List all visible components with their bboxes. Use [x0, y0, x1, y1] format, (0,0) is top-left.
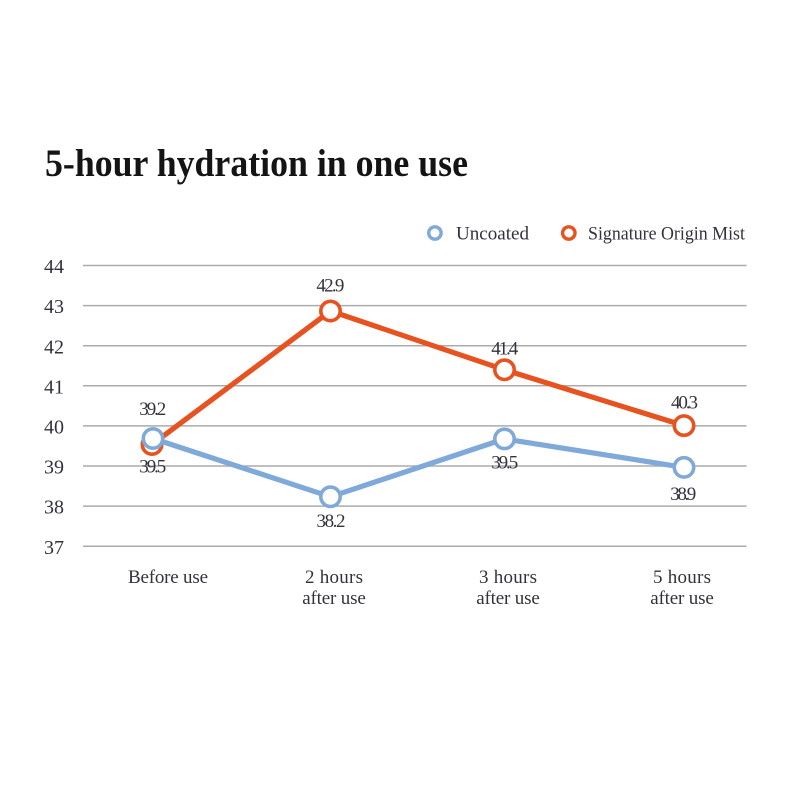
svg-text:38.2: 38.2	[317, 511, 346, 532]
svg-text:5-hour hydration in one use: 5-hour hydration in one use	[45, 142, 468, 185]
svg-text:39.2: 39.2	[139, 399, 166, 420]
svg-text:40.3: 40.3	[671, 393, 698, 414]
svg-text:39.5: 39.5	[491, 453, 518, 474]
svg-text:41.4: 41.4	[491, 339, 519, 360]
svg-text:after use: after use	[302, 588, 366, 609]
svg-text:40: 40	[44, 417, 64, 439]
svg-text:5 hours: 5 hours	[653, 567, 711, 588]
svg-text:42: 42	[44, 336, 64, 358]
svg-text:Signature Origin Mist: Signature Origin Mist	[588, 224, 746, 245]
svg-text:42.9: 42.9	[316, 276, 344, 297]
svg-text:after use: after use	[476, 588, 540, 609]
svg-text:Before use: Before use	[128, 567, 208, 588]
svg-text:44: 44	[44, 256, 64, 278]
svg-text:43: 43	[44, 296, 64, 318]
svg-text:3 hours: 3 hours	[479, 567, 537, 588]
svg-text:39: 39	[44, 457, 64, 479]
svg-text:38: 38	[44, 497, 64, 519]
svg-text:Uncoated: Uncoated	[456, 224, 529, 245]
svg-text:38.9: 38.9	[670, 484, 696, 505]
svg-text:after use: after use	[650, 588, 714, 609]
svg-text:37: 37	[44, 537, 64, 559]
svg-text:41: 41	[44, 376, 64, 398]
svg-text:39.5: 39.5	[139, 457, 166, 478]
svg-text:2 hours: 2 hours	[305, 567, 363, 588]
